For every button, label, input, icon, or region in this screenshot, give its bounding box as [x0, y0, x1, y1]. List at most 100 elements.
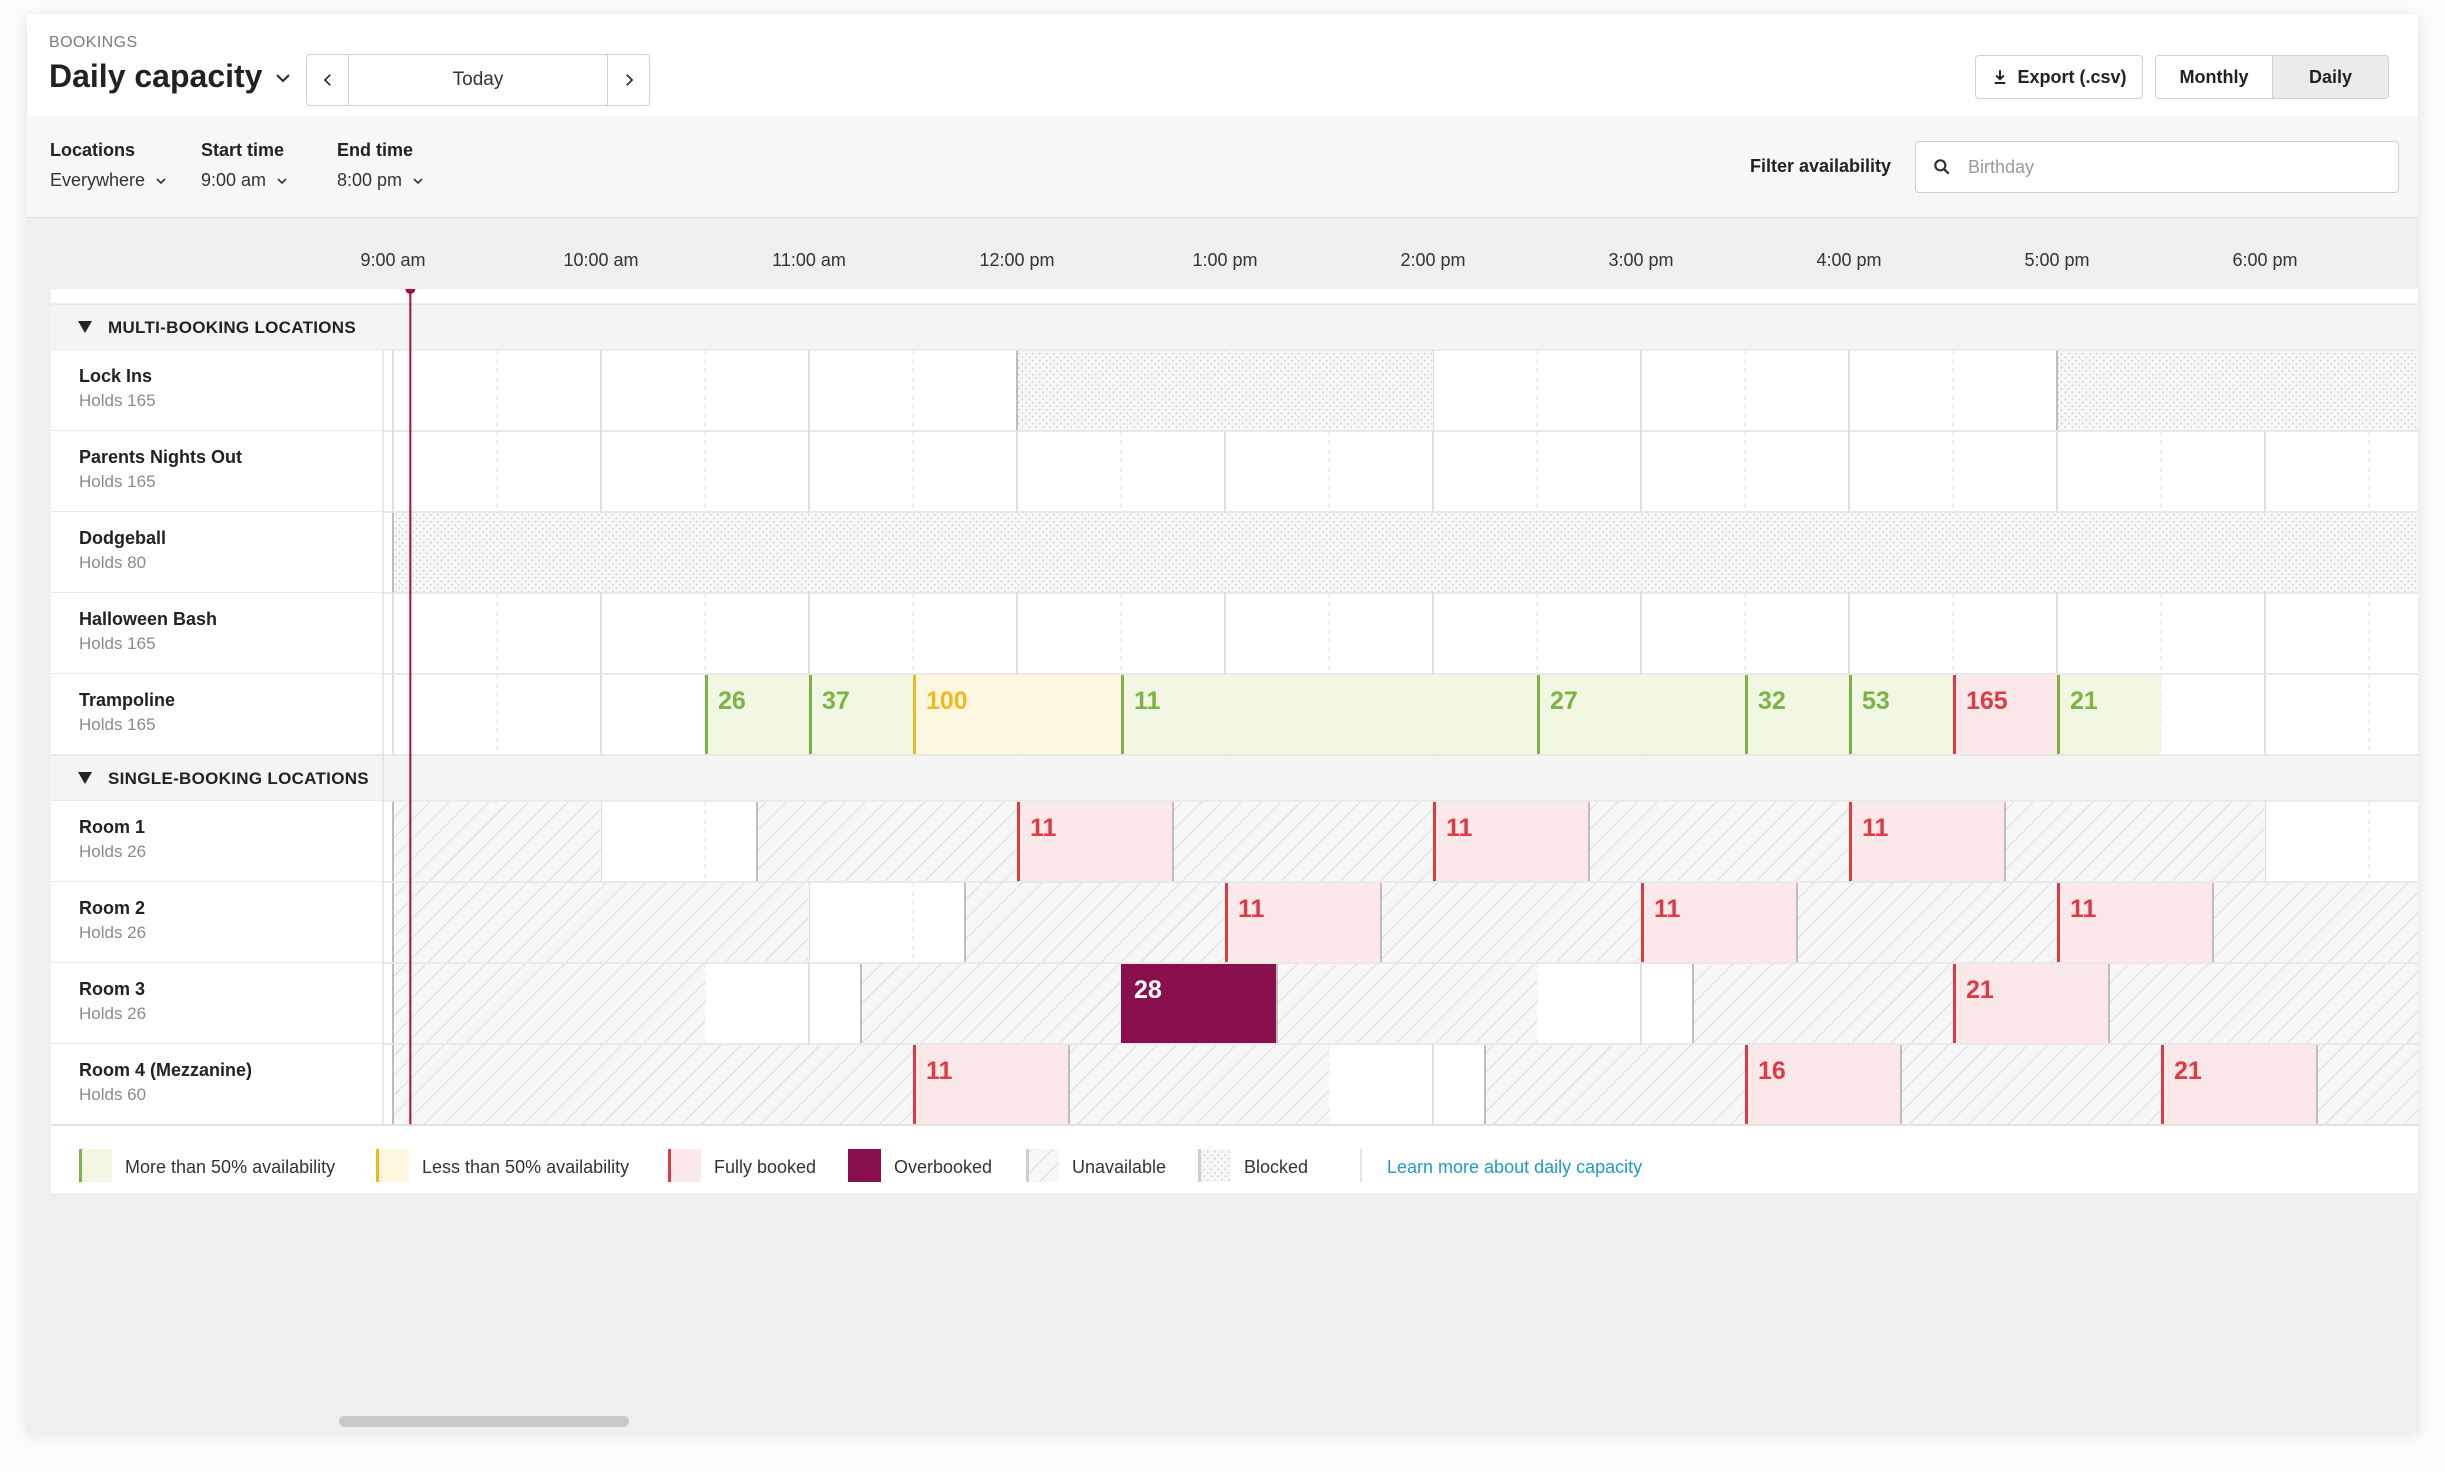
location-name[interactable]: Room 1 — [79, 817, 145, 837]
capacity-block-full[interactable] — [1849, 802, 2005, 881]
block-accent-bar — [1745, 675, 1748, 754]
capacity-block-unavailable[interactable] — [1589, 802, 1849, 881]
capacity-block-unavailable[interactable] — [2109, 964, 2418, 1043]
booking-count: 165 — [1966, 687, 2008, 715]
start-time-select[interactable]: 9:00 am — [201, 170, 290, 191]
view-mode-toggle: Monthly Daily — [2155, 55, 2389, 99]
capacity-block-unavailable[interactable] — [965, 883, 1225, 962]
capacity-block-full[interactable] — [1433, 802, 1589, 881]
capacity-block-blocked[interactable] — [2057, 351, 2418, 430]
capacity-block-unavailable[interactable] — [2005, 802, 2265, 881]
location-name[interactable]: Room 3 — [79, 979, 145, 999]
capacity-block-full[interactable] — [2161, 1045, 2317, 1124]
capacity-block-unavailable[interactable] — [861, 964, 1121, 1043]
capacity-block-unavailable[interactable] — [1069, 1045, 1329, 1124]
capacity-block-unavailable[interactable] — [1901, 1045, 2161, 1124]
daily-view-button[interactable]: Daily — [2273, 56, 2388, 98]
block-accent-bar — [2161, 1045, 2164, 1124]
capacity-block-unavailable[interactable] — [393, 964, 705, 1043]
capacity-block-more[interactable] — [1121, 675, 1537, 754]
capacity-block-full[interactable] — [913, 1045, 1069, 1124]
capacity-block-unavailable[interactable] — [1277, 964, 1537, 1043]
capacity-block-unavailable[interactable] — [393, 802, 601, 881]
booking-count: 21 — [2070, 687, 2098, 715]
search-icon — [1934, 159, 1950, 175]
booking-count: 100 — [926, 687, 968, 715]
location-name[interactable]: Dodgeball — [79, 528, 166, 548]
breadcrumb: BOOKINGS — [49, 34, 138, 51]
booking-count: 11 — [1030, 814, 1057, 842]
capacity-block-full[interactable] — [2057, 883, 2213, 962]
capacity-block-full[interactable] — [1745, 1045, 1901, 1124]
block-accent-bar — [809, 675, 812, 754]
end-time-select[interactable]: 8:00 pm — [337, 170, 426, 191]
booking-count: 11 — [1238, 895, 1265, 923]
location-name[interactable]: Trampoline — [79, 690, 175, 710]
today-button[interactable]: Today — [452, 69, 504, 90]
location-name[interactable]: Room 4 (Mezzanine) — [79, 1060, 252, 1080]
group-header-label: SINGLE-BOOKING LOCATIONS — [108, 769, 369, 788]
capacity-block-full[interactable] — [1225, 883, 1381, 962]
group-header-label: MULTI-BOOKING LOCATIONS — [108, 318, 356, 337]
capacity-block-less[interactable] — [913, 675, 1121, 754]
location-cell — [51, 593, 383, 674]
horizontal-scrollbar[interactable] — [339, 1416, 629, 1427]
block-accent-bar — [1953, 675, 1956, 754]
chevron-left-icon — [323, 74, 331, 86]
filter-availability-input[interactable] — [1966, 155, 2366, 179]
location-name[interactable]: Halloween Bash — [79, 609, 217, 629]
block-accent-bar — [1225, 883, 1228, 962]
location-capacity: Holds 26 — [79, 923, 146, 942]
capacity-block-more[interactable] — [1849, 675, 1953, 754]
capacity-block-unavailable[interactable] — [2317, 1045, 2418, 1124]
location-name[interactable]: Parents Nights Out — [79, 447, 242, 467]
export-csv-button[interactable]: Export (.csv) — [1975, 55, 2143, 99]
chevron-down-icon — [156, 177, 166, 184]
capacity-block-blocked[interactable] — [1017, 351, 1433, 430]
booking-count: 11 — [1862, 814, 1889, 842]
capacity-block-unavailable[interactable] — [1485, 1045, 1745, 1124]
learn-more-link[interactable]: Learn more about daily capacity — [1387, 1157, 1642, 1177]
legend-label: Blocked — [1244, 1157, 1308, 1177]
capacity-block-unavailable[interactable] — [1797, 883, 2057, 962]
capacity-block-overbooked[interactable] — [1121, 964, 1277, 1043]
capacity-block-unavailable[interactable] — [757, 802, 1017, 881]
capacity-block-blocked[interactable] — [393, 513, 2418, 592]
location-capacity: Holds 80 — [79, 553, 146, 572]
capacity-block-more[interactable] — [705, 675, 809, 754]
collapse-triangle-icon[interactable] — [78, 772, 92, 784]
capacity-block-full[interactable] — [1017, 802, 1173, 881]
capacity-block-unavailable[interactable] — [1173, 802, 1433, 881]
locations-select[interactable]: Everywhere — [50, 170, 169, 191]
location-cell — [51, 801, 383, 882]
chevron-down-icon[interactable] — [271, 66, 295, 90]
monthly-view-button[interactable]: Monthly — [2156, 56, 2273, 98]
capacity-block-more[interactable] — [2057, 675, 2161, 754]
capacity-block-unavailable[interactable] — [1381, 883, 1641, 962]
location-name[interactable]: Room 2 — [79, 898, 145, 918]
capacity-block-unavailable[interactable] — [1693, 964, 1953, 1043]
location-name[interactable]: Lock Ins — [79, 366, 152, 386]
booking-count: 11 — [1654, 895, 1681, 923]
block-accent-bar — [1121, 675, 1124, 754]
collapse-triangle-icon[interactable] — [78, 321, 92, 333]
legend-swatch-accent — [376, 1149, 379, 1182]
booking-count: 32 — [1758, 687, 1786, 715]
capacity-block-full[interactable] — [1953, 964, 2109, 1043]
capacity-block-full[interactable] — [1641, 883, 1797, 962]
capacity-block-unavailable[interactable] — [2213, 883, 2418, 962]
location-cell — [51, 882, 383, 963]
capacity-block-full[interactable] — [1953, 675, 2057, 754]
previous-day-button[interactable] — [307, 55, 349, 105]
block-accent-bar — [1537, 675, 1540, 754]
next-day-button[interactable] — [607, 55, 649, 105]
capacity-block-more[interactable] — [1537, 675, 1745, 754]
capacity-block-more[interactable] — [809, 675, 913, 754]
capacity-block-unavailable[interactable] — [393, 883, 809, 962]
booking-count: 16 — [1758, 1057, 1786, 1085]
capacity-block-unavailable[interactable] — [393, 1045, 913, 1124]
capacity-block-more[interactable] — [1745, 675, 1849, 754]
legend-swatch-accent — [1026, 1149, 1029, 1182]
date-navigator: Today — [306, 54, 650, 106]
booking-count: 21 — [1966, 976, 1994, 1004]
